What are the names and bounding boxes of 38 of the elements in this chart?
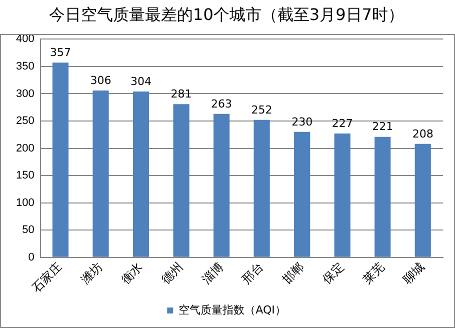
- data-label: 357: [50, 46, 71, 60]
- data-label: 230: [292, 115, 313, 128]
- data-label: 221: [372, 120, 394, 134]
- bar: [334, 134, 350, 257]
- bar: [132, 92, 150, 257]
- x-tick-label: 聊城: [400, 260, 428, 287]
- y-tick-label: 200: [16, 142, 34, 154]
- data-label: 227: [332, 116, 353, 130]
- x-tick-label: 潍坊: [78, 260, 106, 287]
- x-tick-label: 邯郸: [280, 260, 306, 287]
- data-label: 304: [130, 74, 152, 88]
- y-tick-label: 50: [22, 224, 34, 236]
- chart-title: 今日空气质量最差的10个城市（截至3月9日7时）: [49, 4, 404, 24]
- data-label: 208: [412, 127, 434, 140]
- bar: [414, 144, 431, 257]
- bar: [294, 132, 310, 257]
- bar: [254, 120, 270, 257]
- bar: [173, 104, 190, 257]
- bar: [92, 90, 109, 257]
- data-label: 252: [251, 103, 272, 116]
- x-tick-label: 保定: [320, 260, 347, 287]
- y-tick-label: 150: [16, 170, 34, 182]
- bar: [52, 62, 69, 257]
- x-tick-label: 衡水: [118, 260, 146, 287]
- bar: [374, 136, 391, 257]
- bar: [213, 114, 230, 257]
- x-tick-label: 德州: [158, 260, 186, 287]
- legend-label: 空气质量指数（AQI）: [178, 303, 286, 316]
- data-label: 306: [90, 74, 112, 87]
- y-tick-label: 250: [16, 115, 34, 128]
- data-label: 281: [170, 87, 192, 100]
- y-tick-label: 100: [16, 196, 34, 209]
- x-tick-label: 淄博: [199, 260, 226, 287]
- x-tick-label: 邢台: [239, 260, 266, 287]
- y-tick-label: 300: [16, 88, 34, 100]
- data-label: 263: [211, 97, 232, 110]
- y-tick-label: 350: [16, 60, 34, 72]
- x-tick-label: 莱芜: [360, 260, 387, 287]
